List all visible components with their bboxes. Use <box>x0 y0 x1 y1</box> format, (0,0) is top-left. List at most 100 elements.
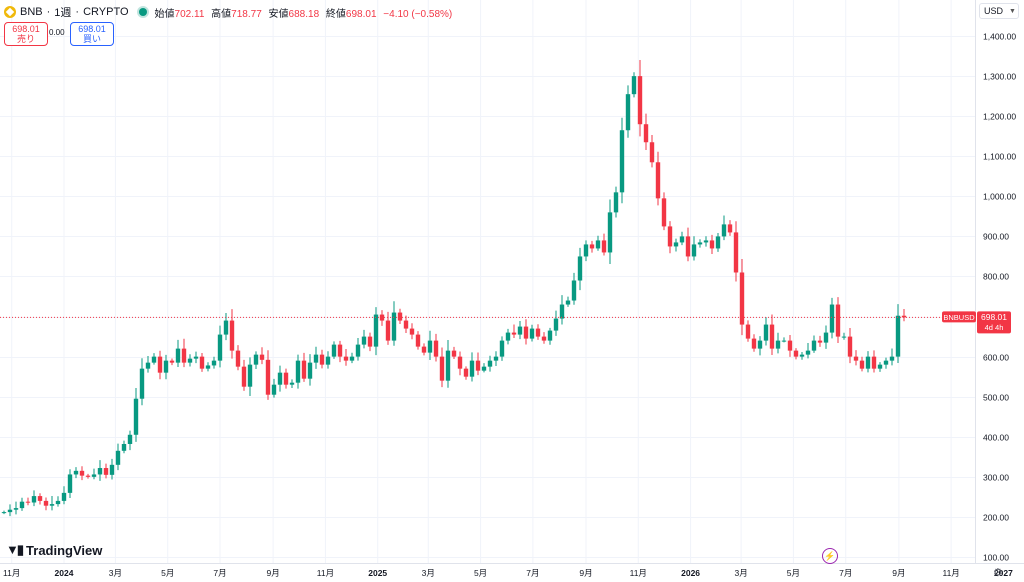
candle-body <box>643 124 649 143</box>
candle-body <box>577 256 583 281</box>
candle-body <box>757 340 763 349</box>
candle-body <box>631 76 637 95</box>
tradingview-logo[interactable]: ▼▮ TradingView <box>6 542 102 558</box>
candle-body <box>199 356 205 369</box>
low-label: 安値 <box>268 8 289 20</box>
spread-value: 0.00 <box>49 28 65 37</box>
ohlc-values: 始値702.11 高値718.77 安値688.18 終値698.01 −4.1… <box>155 5 457 20</box>
price-tag-countdown: 4d 4h <box>985 323 1004 332</box>
open-value: 702.11 <box>174 8 205 20</box>
open-label: 始値 <box>154 8 175 20</box>
chart-header: BNB · 1週 · CRYPTO 始値702.11 高値718.77 安値68… <box>4 4 456 20</box>
candle-body <box>853 356 859 361</box>
candle-body <box>727 224 733 233</box>
candle-body <box>751 338 757 349</box>
candle-body <box>121 443 127 451</box>
currency-selector[interactable]: USD ▼ <box>979 3 1019 19</box>
price-tick-label: 900.00 <box>983 232 1009 242</box>
gear-icon[interactable]: ⚙ <box>993 567 1003 579</box>
candle-body <box>901 315 907 318</box>
candle-body <box>877 364 883 369</box>
candle-body <box>187 358 193 363</box>
bnb-coin-icon <box>4 6 16 18</box>
candle-body <box>547 330 553 341</box>
candle-body <box>325 356 331 365</box>
price-tag-bg <box>977 311 1011 334</box>
candle-body <box>541 336 547 341</box>
candle-body <box>205 365 211 369</box>
candle-body <box>505 332 511 341</box>
separator-dot: · <box>46 6 51 18</box>
candle-body <box>805 350 811 355</box>
candle-body <box>175 348 181 363</box>
symbol-name[interactable]: BNB <box>20 6 43 18</box>
candle-body <box>301 360 307 379</box>
candle-body <box>241 366 247 387</box>
candle-body <box>313 354 319 363</box>
candle-body <box>703 240 709 243</box>
chart-grid <box>0 0 1004 563</box>
candle-body <box>25 501 31 503</box>
buy-button[interactable]: 698.01 買い <box>70 22 114 46</box>
high-value: 718.77 <box>231 8 262 20</box>
time-tick-label: 7月 <box>526 568 539 578</box>
time-tick-label: 9月 <box>267 568 280 578</box>
market-status-icon[interactable] <box>138 8 147 16</box>
candle-body <box>7 509 13 513</box>
candle-body <box>481 366 487 371</box>
candle-body <box>613 192 619 213</box>
candle-body <box>667 226 673 247</box>
candle-body <box>721 224 727 237</box>
candle-body <box>811 340 817 351</box>
candle-body <box>619 130 625 193</box>
candle-body <box>883 360 889 365</box>
candle-body <box>739 272 745 325</box>
candle-body <box>253 354 259 365</box>
tradingview-logo-text: TradingView <box>26 542 103 558</box>
price-axis[interactable] <box>975 0 1024 582</box>
time-tick-label: 7月 <box>839 568 852 578</box>
candle-body <box>427 340 433 353</box>
candlestick-series <box>1 59 907 517</box>
interval-label[interactable]: 1週 <box>54 7 72 19</box>
candle-body <box>601 240 607 253</box>
price-tick-label: 100.00 <box>983 553 1009 563</box>
ticker-tag-bg <box>942 311 976 323</box>
candle-body <box>763 324 769 341</box>
candle-body <box>553 318 559 331</box>
candle-body <box>181 348 187 363</box>
candle-body <box>733 232 739 273</box>
candle-body <box>109 464 115 475</box>
low-value: 688.18 <box>288 8 320 20</box>
price-tag-value: 698.01 <box>981 312 1007 322</box>
candle-body <box>115 450 121 465</box>
sell-button[interactable]: 698.01 売り <box>4 22 48 46</box>
candle-body <box>889 356 895 361</box>
ticker-tag-label: BNBUSD <box>943 313 975 322</box>
candle-body <box>439 356 445 381</box>
candle-body <box>583 244 589 257</box>
time-tick-label: 5月 <box>787 568 800 578</box>
candle-body <box>1 512 7 514</box>
candle-body <box>55 500 61 505</box>
candle-body <box>781 340 787 342</box>
candle-body <box>349 356 355 361</box>
candle-body <box>151 356 157 363</box>
candle-body <box>385 320 391 341</box>
time-tick-label: 5月 <box>161 568 174 578</box>
time-tick-label: 11月 <box>942 568 959 578</box>
price-tick-label: 1,100.00 <box>983 152 1016 162</box>
candle-body <box>841 336 847 338</box>
candle-body <box>49 504 55 506</box>
candle-body <box>817 340 823 343</box>
candle-body <box>859 360 865 369</box>
candle-body <box>43 500 49 506</box>
candle-body <box>847 336 853 357</box>
time-axis-labels[interactable]: 11月 2024 3月 5月 7月 9月 11月 2025 3月 5月 7月 9月 11月 2026 3月 5… <box>3 568 1024 578</box>
candle-body <box>523 326 529 339</box>
candle-body <box>571 280 577 301</box>
time-tick-label: 9月 <box>579 568 592 578</box>
candle-body <box>445 350 451 381</box>
lightning-icon[interactable]: ⚡ <box>822 548 838 564</box>
